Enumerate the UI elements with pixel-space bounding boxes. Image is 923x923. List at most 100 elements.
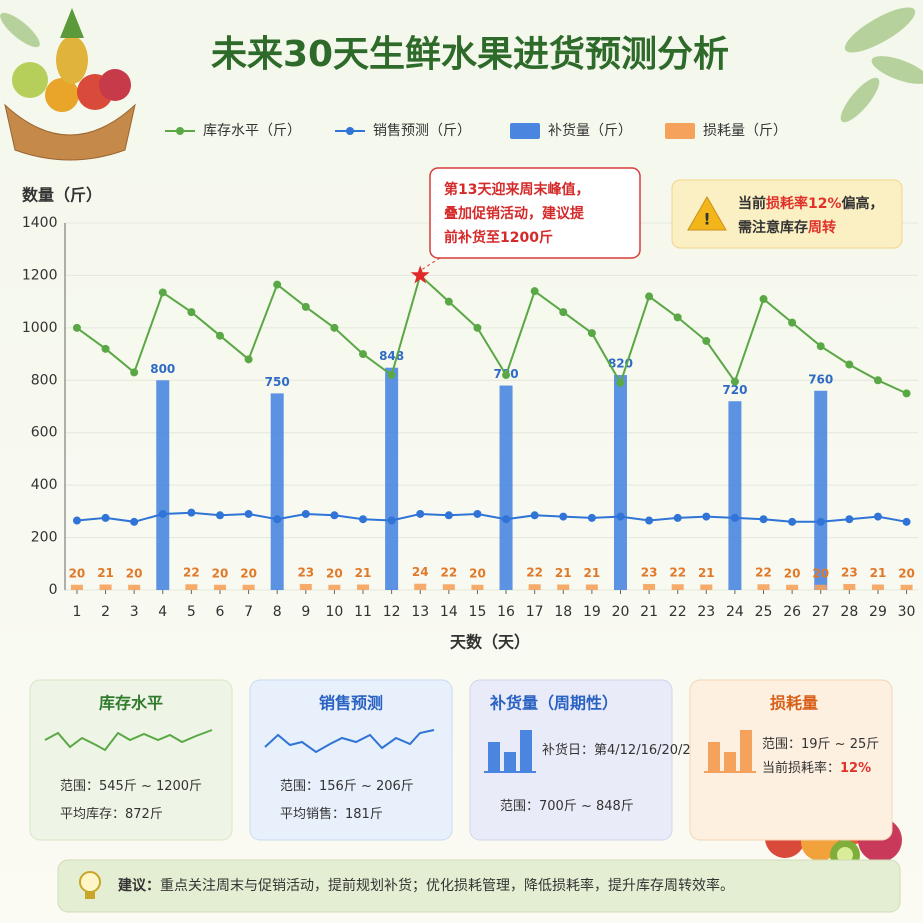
bar xyxy=(499,385,513,590)
fruit-basket xyxy=(4,8,136,161)
bar xyxy=(786,584,799,590)
x-tick-label: 12 xyxy=(383,604,401,620)
x-tick-label: 26 xyxy=(783,604,801,620)
bar xyxy=(643,583,656,590)
annotation-line: 叠加促销活动，建议提 xyxy=(444,205,585,222)
line-point xyxy=(158,509,167,518)
annotation-arrow xyxy=(417,257,441,273)
bar xyxy=(70,584,83,590)
card-title: 库存水平 xyxy=(99,694,163,713)
bar xyxy=(557,584,570,590)
line-point xyxy=(72,516,81,525)
line-point xyxy=(359,350,368,359)
legend-label: 补货量（斤） xyxy=(548,122,632,139)
x-axis-label: 天数（天） xyxy=(450,633,530,652)
line-point xyxy=(788,318,797,327)
line-point xyxy=(187,308,196,317)
card-text: 当前损耗率：12% xyxy=(762,760,871,776)
card xyxy=(469,679,673,841)
line-point xyxy=(702,336,711,345)
legend: 库存水平（斤） 销售预测（斤） 补货量（斤） 损耗量（斤） xyxy=(165,122,787,139)
bar xyxy=(728,401,742,590)
bar-label: 760 xyxy=(808,372,833,386)
bar xyxy=(814,390,828,590)
line-point xyxy=(616,512,625,521)
line-point xyxy=(359,515,368,524)
leaves xyxy=(0,7,923,123)
bar-label: 20 xyxy=(898,566,915,580)
x-tick-label: 5 xyxy=(187,604,196,620)
card-text-segment: 范围：700斤 ~ 848斤 xyxy=(500,799,634,814)
line-point xyxy=(72,323,81,332)
line-point xyxy=(673,313,682,322)
card-text-segment: 范围：156斤 ~ 206斤 xyxy=(280,779,414,794)
y-tick-label: 400 xyxy=(31,477,58,493)
tip-box xyxy=(57,859,901,913)
bar-label: 21 xyxy=(870,566,887,580)
bar xyxy=(242,584,255,590)
bar xyxy=(585,584,598,590)
y-tick-label: 0 xyxy=(49,582,58,598)
card-text: 范围：19斤 ~ 25斤 xyxy=(762,737,879,752)
line-point xyxy=(502,515,511,524)
warning-icon-mark: ! xyxy=(703,210,710,229)
line-point xyxy=(816,342,825,351)
annotation-box xyxy=(429,167,641,259)
x-tick-label: 15 xyxy=(469,604,487,620)
y-tick-label: 1000 xyxy=(22,320,58,336)
bar xyxy=(442,584,455,590)
x-tick-label: 11 xyxy=(354,604,372,620)
x-tick-label: 3 xyxy=(130,604,139,620)
card-sparkline xyxy=(264,729,435,754)
bar-label: 800 xyxy=(150,362,175,376)
bar-label: 22 xyxy=(755,566,772,580)
bar-label: 22 xyxy=(440,566,457,580)
bar-label: 23 xyxy=(841,565,858,579)
x-tick-label: 4 xyxy=(158,604,167,620)
line-point xyxy=(816,517,825,526)
x-tick-label: 2 xyxy=(101,604,110,620)
line-point xyxy=(873,512,882,521)
line-point xyxy=(130,517,139,526)
x-tick-label: 18 xyxy=(554,604,572,620)
bar-label: 22 xyxy=(526,566,543,580)
card-text-segment: 当前损耗率： xyxy=(762,760,840,776)
x-tick-label: 6 xyxy=(216,604,225,620)
x-tick-label: 14 xyxy=(440,604,458,620)
legend-swatch xyxy=(665,123,695,139)
card-icon-bar xyxy=(708,742,720,772)
bar-label: 20 xyxy=(469,566,486,580)
chart-title: 未来30天生鲜水果进货预测分析 xyxy=(211,34,729,75)
line-point xyxy=(845,515,854,524)
warning-segment: 当前 xyxy=(738,195,766,212)
card-sparkline xyxy=(44,729,213,752)
card-icon-bar xyxy=(520,730,532,772)
line-point xyxy=(330,323,339,332)
line-point xyxy=(215,511,224,520)
bar-label: 720 xyxy=(722,383,747,397)
warning-segment: 需注意库存 xyxy=(738,219,808,236)
bar-label: 20 xyxy=(240,566,257,580)
x-tick-label: 20 xyxy=(612,604,630,620)
bar-label: 848 xyxy=(379,349,404,363)
bar xyxy=(385,367,399,590)
line-point xyxy=(845,360,854,369)
x-tick-label: 21 xyxy=(640,604,658,620)
bar xyxy=(213,584,226,590)
line-point xyxy=(530,287,539,296)
line-point xyxy=(902,517,911,526)
x-tick-label: 27 xyxy=(812,604,830,620)
bar xyxy=(99,584,112,590)
tip-icon xyxy=(79,871,101,893)
bar xyxy=(700,584,713,590)
bar xyxy=(156,380,170,590)
line-point xyxy=(645,516,654,525)
card-icon-bar xyxy=(504,752,516,772)
bar xyxy=(185,584,198,590)
bar-label: 20 xyxy=(784,566,801,580)
legend-label: 销售预测（斤） xyxy=(373,123,471,139)
legend-swatch xyxy=(510,123,540,139)
bar-label: 20 xyxy=(812,566,829,580)
line-point xyxy=(416,509,425,518)
